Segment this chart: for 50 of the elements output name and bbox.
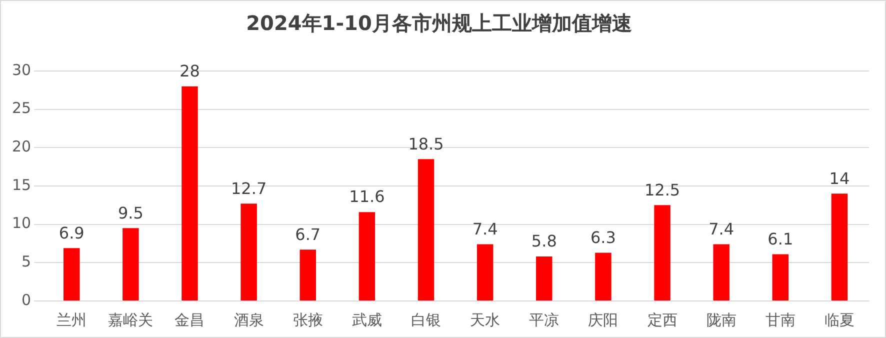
bar xyxy=(418,159,434,300)
data-label: 18.5 xyxy=(408,134,444,154)
data-label: 7.4 xyxy=(472,219,498,238)
data-label: 6.3 xyxy=(590,228,616,247)
x-tick-label: 兰州 xyxy=(56,310,87,329)
bar xyxy=(122,228,139,300)
y-tick-label: 10 xyxy=(12,214,32,232)
x-tick-label: 酒泉 xyxy=(234,310,264,329)
y-tick-label: 5 xyxy=(22,252,32,271)
y-tick-label: 30 xyxy=(12,60,32,79)
x-tick-label: 嘉峪关 xyxy=(108,310,154,329)
x-tick-label: 武威 xyxy=(352,310,382,329)
y-tick-label: 25 xyxy=(12,99,32,118)
x-tick-label: 张掖 xyxy=(292,310,323,329)
x-tick-label: 庆阳 xyxy=(588,310,618,329)
y-tick-label: 0 xyxy=(22,290,32,309)
data-label: 28 xyxy=(180,61,200,80)
x-tick-label: 临夏 xyxy=(824,310,854,329)
bar xyxy=(358,212,376,300)
x-tick-label: 陇南 xyxy=(706,310,736,329)
bar xyxy=(536,256,552,300)
x-tick-label: 甘南 xyxy=(765,310,796,329)
data-label: 9.5 xyxy=(118,203,144,222)
data-label: 6.9 xyxy=(58,223,84,242)
bar xyxy=(713,244,730,300)
data-label: 12.5 xyxy=(644,180,680,200)
data-label: 12.7 xyxy=(231,178,267,198)
data-label: 5.8 xyxy=(531,232,557,251)
data-label: 6.1 xyxy=(768,229,794,248)
y-tick-label: 20 xyxy=(12,138,32,156)
data-label: 14 xyxy=(829,168,850,188)
x-tick-label: 定西 xyxy=(647,310,678,329)
bar xyxy=(300,250,316,300)
data-label: 7.4 xyxy=(708,219,734,238)
chart-title: 2024年1-10月各市州规上工业增加值增速 xyxy=(246,11,632,36)
bar xyxy=(772,254,789,300)
data-label: 11.6 xyxy=(349,187,385,206)
x-tick-label: 天水 xyxy=(470,310,500,329)
x-tick-label: 金昌 xyxy=(174,310,205,329)
bar xyxy=(654,205,670,300)
x-tick-label: 平凉 xyxy=(529,310,560,329)
bar xyxy=(595,252,612,300)
data-label: 6.7 xyxy=(295,224,321,244)
y-tick-label: 15 xyxy=(12,176,32,194)
bar xyxy=(476,244,494,300)
x-tick-label: 白银 xyxy=(411,310,442,329)
bar xyxy=(240,204,257,300)
bar xyxy=(182,86,198,300)
bar xyxy=(64,248,80,300)
bar xyxy=(831,194,848,300)
